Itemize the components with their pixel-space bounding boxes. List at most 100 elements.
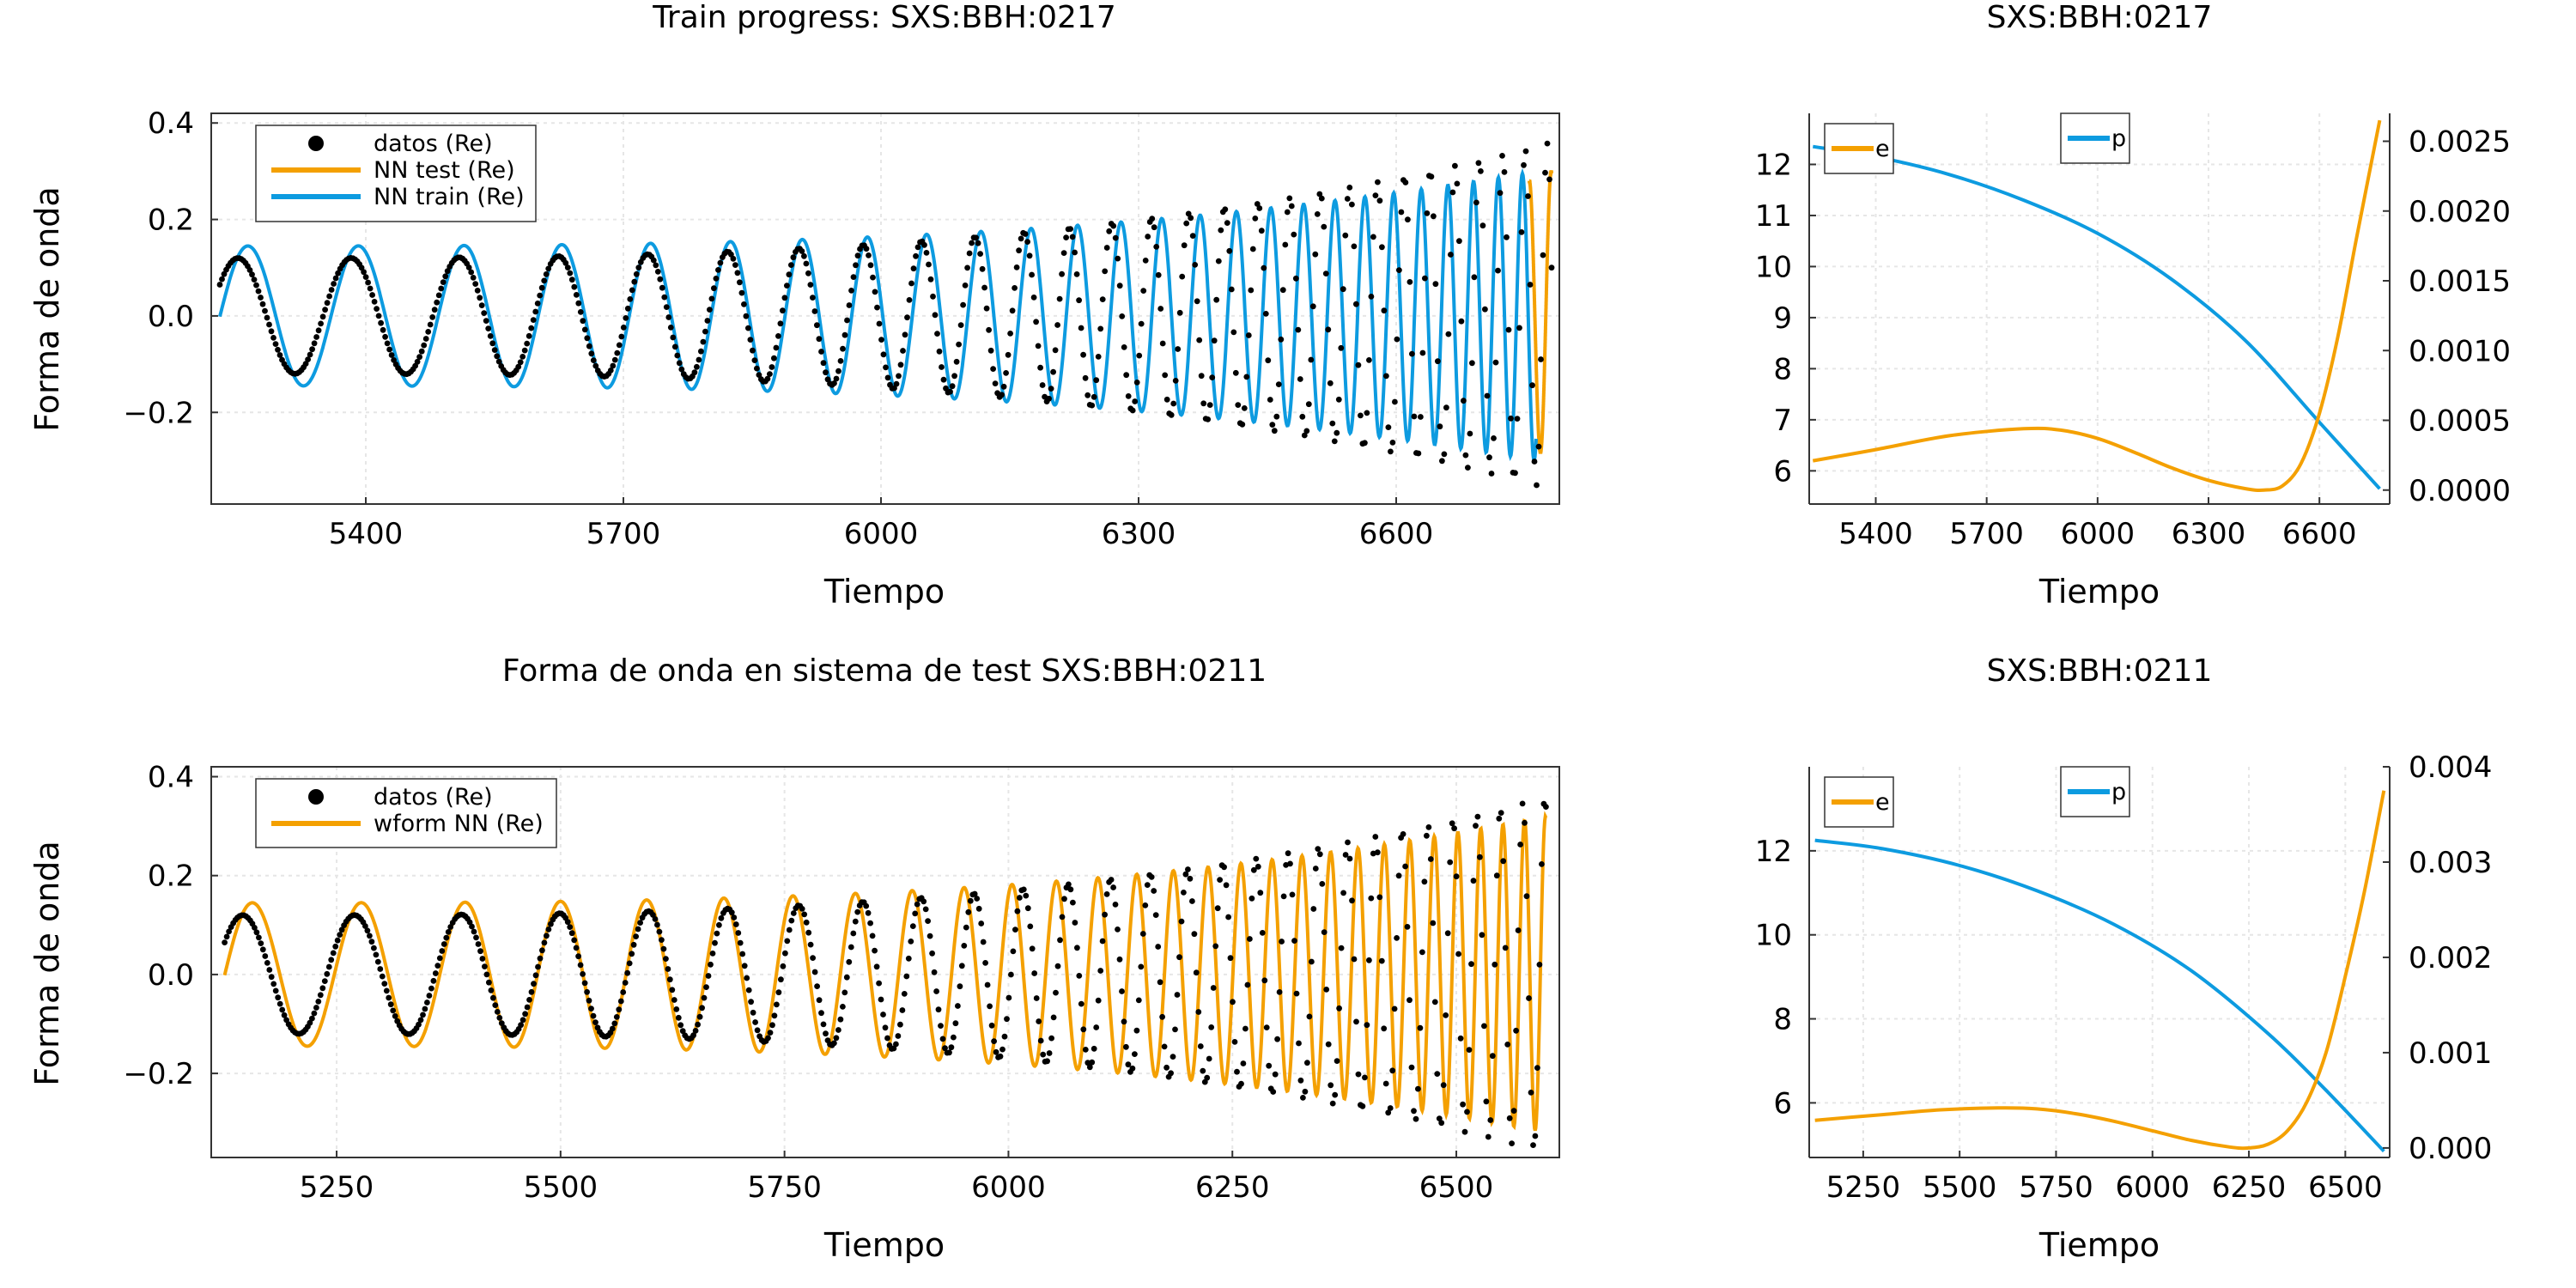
data-point [1005,994,1012,1001]
data-point [1259,930,1266,936]
data-point [732,921,739,927]
data-point [786,271,793,278]
data-point [1487,1117,1494,1123]
data-point [1072,920,1078,926]
data-point [874,304,880,311]
data-point [1074,945,1080,951]
data-point [266,967,273,973]
data-point [1359,1103,1366,1109]
data-point [752,1019,758,1025]
data-point [1362,440,1368,447]
data-point [1255,863,1261,870]
data-point [1473,823,1479,829]
data-point [588,1005,594,1012]
data-point [586,997,592,1004]
data-point [983,305,990,312]
data-point [1385,1109,1392,1116]
data-point [1155,944,1162,950]
data-point [1054,322,1060,328]
data-point [374,306,380,312]
data-point [715,267,721,273]
data-point [939,1036,946,1042]
data-point [440,279,447,285]
data-point [999,392,1005,398]
data-point [1159,1013,1165,1020]
data-point [872,947,878,954]
y-right-tick-label: 0.0005 [2409,404,2511,439]
data-point [1266,1062,1273,1069]
data-point [665,966,671,972]
data-point [1153,244,1160,250]
data-point [1542,169,1548,176]
data-point [920,898,927,905]
data-point [811,969,818,975]
data-point [927,933,933,939]
data-point [1256,205,1263,211]
data-point [1232,369,1239,376]
data-point [1097,968,1104,974]
data-point [1381,307,1388,314]
data-point [1484,392,1491,399]
data-point [657,276,664,283]
data-point [1509,1140,1515,1146]
data-point [967,897,974,904]
data-point [331,281,337,287]
legend-marker-dot [308,789,324,805]
data-point [1467,430,1473,437]
data-point [1119,313,1126,319]
data-point [249,271,255,278]
data-point [1516,325,1522,331]
data-point [934,331,940,337]
x-tick-label: 6300 [2172,517,2246,551]
data-point [1479,222,1486,229]
data-point [1276,989,1283,995]
data-point [914,901,920,908]
data-point [1119,988,1125,994]
data-point [803,260,810,267]
data-point [386,346,392,353]
data-point [567,270,574,276]
data-point [1030,295,1037,301]
data-point [1115,255,1121,262]
data-point [548,920,554,927]
x-tick-label: 6600 [2282,517,2357,551]
data-point [365,279,371,286]
data-point [416,1021,422,1028]
data-point [848,944,854,951]
data-point [1267,397,1273,403]
data-point [947,388,953,395]
data-point [1301,432,1308,439]
legend-marker-dot [308,136,324,151]
data-point [522,1011,528,1018]
data-point [1009,307,1016,314]
data-point [778,976,784,983]
data-point [429,314,436,320]
data-point [439,948,446,954]
panel2-ticks: 5400 5700 6000 6300 6600 6 7 8 9 10 11 12 0.0000 0.00… [1755,125,2511,552]
data-point [846,958,853,965]
data-point [492,1002,499,1008]
panel-train-waveform: Train progress: SXS:BBH:0217 Tiempo Form… [28,0,1560,611]
data-point [1342,232,1349,239]
data-point [1405,216,1411,223]
y-right-tick-label: 0.004 [2409,750,2492,785]
data-point [1418,414,1424,420]
data-point [1005,351,1012,358]
data-point [1378,957,1385,964]
data-point [695,1021,701,1028]
data-point [1142,258,1149,264]
data-point [1221,864,1227,871]
panel4-legends: pe [1824,766,2130,828]
data-point [1189,898,1195,904]
data-point [1279,939,1285,945]
data-point [1462,452,1469,459]
data-point [820,1021,827,1028]
data-point [475,941,482,947]
data-point [592,362,599,369]
data-point [1228,286,1235,293]
data-point [1415,1085,1421,1092]
data-point [1312,251,1319,258]
data-point [543,271,550,277]
data-point [1110,222,1117,229]
